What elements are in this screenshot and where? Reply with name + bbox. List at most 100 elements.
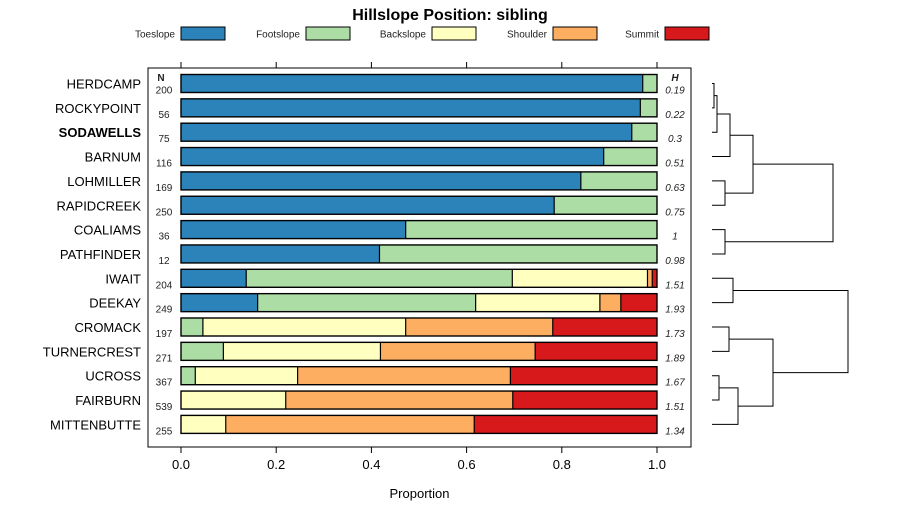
row-fairburn: FAIRBURN 539 1.51 <box>75 390 685 413</box>
row-n-value: 36 <box>158 232 170 243</box>
row-deekay: DEEKAY 249 1.93 <box>89 292 685 316</box>
bar-toeslope <box>181 98 641 117</box>
legend-label-footslope: Footslope <box>256 30 300 41</box>
row-label: PATHFINDER <box>60 247 141 262</box>
legend-label-summit: Summit <box>625 30 659 41</box>
row-h-value: 0.19 <box>665 86 685 97</box>
row-n-value: 367 <box>156 378 173 389</box>
bar-toeslope <box>181 293 258 312</box>
bar-backslope <box>181 415 226 434</box>
bar-backslope <box>512 269 648 288</box>
bar-footslope <box>631 123 657 142</box>
row-herdcamp: HERDCAMP 200 0.19 <box>67 73 685 97</box>
row-rockypoint: ROCKYPOINT 56 0.22 <box>55 98 685 121</box>
bar-outline <box>180 171 658 191</box>
row-n-value: 12 <box>158 256 170 267</box>
row-label: ROCKYPOINT <box>55 101 141 116</box>
bar-toeslope <box>181 244 380 263</box>
bar-backslope <box>223 342 381 361</box>
dendrogram-branch <box>729 338 774 407</box>
bar-outline <box>180 122 658 142</box>
row-n-value: 539 <box>156 402 173 413</box>
dendrogram-branch <box>712 375 720 401</box>
bar-toeslope <box>181 269 247 288</box>
bar-shoulder <box>225 415 475 434</box>
bar-footslope <box>181 366 196 385</box>
bar-backslope <box>475 293 600 312</box>
dendrogram-branch <box>733 289 849 374</box>
row-label: SODAWELLS <box>59 125 142 140</box>
row-label: UCROSS <box>85 369 141 384</box>
bar-toeslope <box>181 74 643 93</box>
bar-summit <box>512 391 657 410</box>
dendrogram-branch <box>725 134 754 194</box>
bar-outline <box>180 317 658 337</box>
row-n-value: 250 <box>156 207 173 218</box>
bar-outline <box>180 341 658 362</box>
x-axis-title: Proportion <box>390 486 450 501</box>
x-tick-label-3: 0.6 <box>458 457 476 472</box>
legend-swatch-summit <box>664 26 710 41</box>
bar-toeslope <box>181 123 632 142</box>
legend-swatch-footslope <box>305 26 351 41</box>
row-label: LOHMILLER <box>67 174 141 189</box>
row-n-value: 249 <box>156 305 173 316</box>
bar-shoulder <box>380 342 536 361</box>
row-h-value: 1.67 <box>665 378 685 389</box>
row-n-value: 116 <box>156 159 172 170</box>
row-h-value: 1.51 <box>665 402 684 413</box>
bar-toeslope <box>181 196 555 215</box>
row-n-value: 169 <box>156 183 173 194</box>
legend-swatch-shoulder <box>552 26 598 41</box>
row-h-value: 1.34 <box>665 426 685 437</box>
bar-summit <box>474 415 657 434</box>
bar-footslope <box>554 196 657 215</box>
dendrogram-branch <box>712 180 726 206</box>
bar-toeslope <box>181 147 604 166</box>
dendrogram-branch <box>712 83 715 109</box>
row-n-value: 75 <box>158 134 170 145</box>
row-sodawells: SODAWELLS 75 0.3 <box>59 122 682 145</box>
h-header: H <box>671 73 679 84</box>
row-cromack: CROMACK 197 1.73 <box>75 317 685 340</box>
row-label: CROMACK <box>75 320 142 335</box>
row-label: TURNERCREST <box>43 344 141 359</box>
row-iwait: IWAIT 204 1.51 <box>105 268 685 291</box>
legend: Toeslope Footslope Backslope Shoulder Summit <box>135 26 710 41</box>
chart-title: Hillslope Position: sibling <box>352 7 548 24</box>
row-n-value: 204 <box>156 280 173 291</box>
bar-summit <box>620 293 657 312</box>
bar-shoulder <box>647 269 653 288</box>
bar-shoulder <box>285 391 513 410</box>
row-ucross: UCROSS 367 1.67 <box>85 366 685 389</box>
x-tick-label-4: 0.8 <box>553 457 571 472</box>
row-label: COALIAMS <box>74 223 142 238</box>
row-label: IWAIT <box>105 271 141 286</box>
row-pathfinder: PATHFINDER 12 0.98 <box>60 244 685 267</box>
dendrogram-branch <box>712 326 730 352</box>
bar-shoulder <box>405 318 553 336</box>
dendrogram-branch <box>725 163 834 243</box>
dendrogram-branch <box>712 229 726 255</box>
row-lohmiller: LOHMILLER 169 0.63 <box>67 171 685 194</box>
row-barnum: BARNUM 116 0.51 <box>85 146 685 170</box>
dendrogram-branch <box>712 113 731 158</box>
row-label: BARNUM <box>85 150 141 165</box>
x-tick-label-0: 0.0 <box>172 457 190 472</box>
bar-outline <box>180 98 658 118</box>
row-h-value: 1.73 <box>665 329 685 340</box>
bar-outline <box>180 292 658 313</box>
row-n-value: 255 <box>156 426 173 437</box>
bar-summit <box>510 366 657 385</box>
row-n-value: 197 <box>156 329 173 340</box>
row-h-value: 0.98 <box>665 256 685 267</box>
bar-outline <box>180 414 658 435</box>
x-axis: 0.0 0.2 0.4 0.6 0.8 1.0 <box>172 447 666 472</box>
top-axis-ticks <box>180 62 658 68</box>
bar-footslope <box>181 318 203 336</box>
bar-footslope <box>257 293 476 312</box>
bar-summit <box>535 342 657 361</box>
bar-outline <box>180 390 658 410</box>
bar-toeslope <box>181 171 581 190</box>
